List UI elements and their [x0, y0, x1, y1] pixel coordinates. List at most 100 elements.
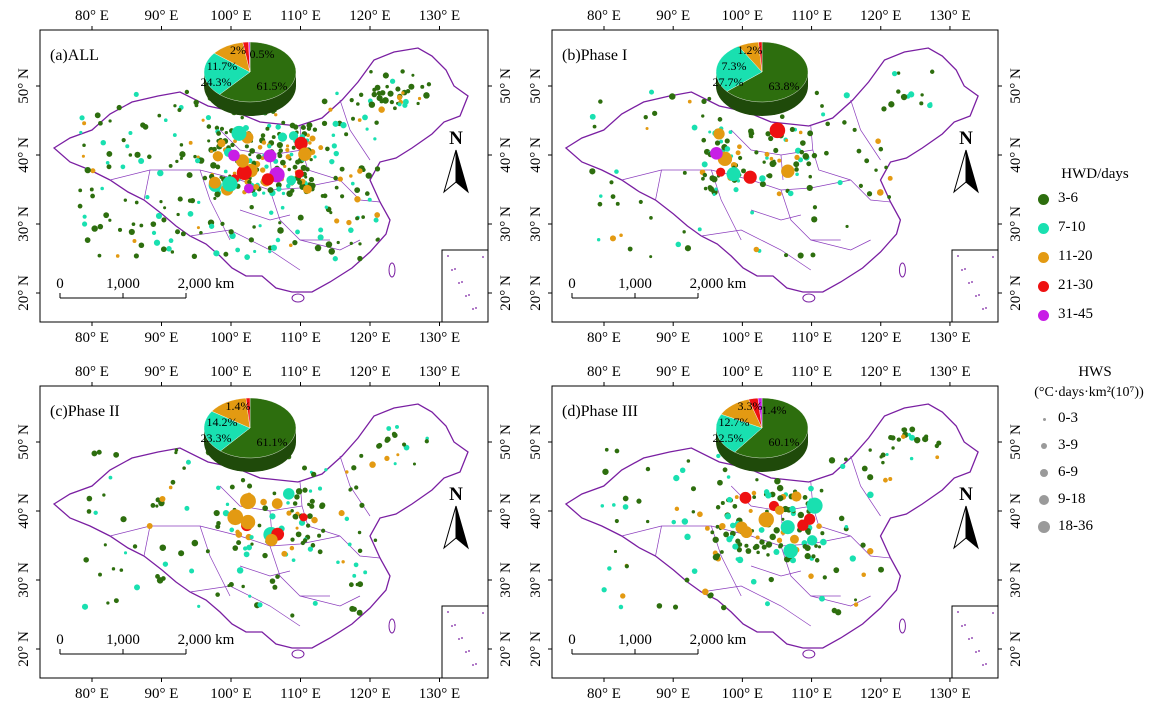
station-dot	[248, 594, 252, 598]
station-dot	[281, 550, 288, 557]
station-dot	[243, 183, 254, 194]
station-dot	[340, 122, 347, 129]
station-dot	[599, 194, 603, 198]
station-dot	[90, 168, 96, 174]
inset-island	[964, 624, 966, 626]
station-dot	[819, 595, 825, 602]
station-dot	[206, 124, 212, 129]
station-dot	[215, 592, 220, 597]
station-dot	[860, 542, 866, 548]
station-dot	[800, 140, 806, 146]
station-dot	[797, 511, 805, 519]
station-dot	[883, 477, 888, 483]
station-dot	[819, 488, 824, 493]
province-boundary	[143, 525, 151, 557]
station-dot	[376, 90, 382, 96]
station-dot	[900, 93, 908, 101]
y-tick-label-left: 20° N	[528, 275, 544, 311]
station-dot	[244, 254, 251, 260]
station-dot	[350, 181, 355, 186]
station-dot	[236, 540, 242, 546]
station-dot	[748, 508, 753, 514]
station-dot	[838, 515, 845, 522]
station-dot	[374, 166, 381, 172]
station-dot	[597, 201, 603, 207]
station-dot	[336, 240, 340, 245]
station-dot	[208, 223, 215, 229]
station-dot	[748, 133, 753, 139]
station-dot	[294, 136, 308, 151]
station-dot	[312, 127, 318, 132]
province-boundary	[199, 169, 231, 241]
inset-island	[465, 651, 467, 653]
station-dot	[159, 544, 167, 551]
province-boundary	[239, 209, 291, 221]
inset-island	[458, 638, 460, 640]
station-dot	[717, 117, 723, 122]
province-boundary	[269, 189, 330, 241]
station-dot	[214, 125, 220, 131]
station-dot	[712, 192, 716, 197]
island-outline	[291, 293, 305, 303]
province-boundary	[750, 565, 801, 577]
station-dot	[215, 164, 221, 170]
station-dot	[765, 131, 771, 137]
y-tick-label-right: 30° N	[498, 562, 514, 598]
station-dot	[227, 584, 231, 588]
station-dot	[305, 523, 311, 528]
north-label: N	[959, 128, 973, 149]
station-dot	[78, 188, 83, 193]
station-dot	[280, 205, 285, 210]
station-dot	[314, 244, 322, 252]
x-tick-label-top: 80° E	[587, 8, 621, 24]
station-dot	[806, 161, 812, 167]
station-dot	[146, 523, 153, 529]
station-dot	[223, 169, 228, 174]
station-dot	[697, 511, 703, 518]
station-dot	[842, 120, 847, 125]
station-dot	[833, 567, 840, 574]
station-dot	[673, 474, 680, 482]
station-dot	[304, 175, 308, 179]
station-dot	[349, 487, 353, 491]
station-dot	[764, 151, 770, 157]
station-dot	[295, 488, 303, 495]
station-dot	[369, 70, 373, 74]
station-dot	[94, 112, 101, 119]
inset-island	[971, 281, 973, 283]
x-tick-label-bottom: 80° E	[587, 330, 621, 346]
station-dot	[820, 538, 827, 546]
station-dot	[708, 130, 712, 134]
y-tick-label-right: 50° N	[1008, 424, 1024, 460]
station-dot	[321, 120, 328, 126]
station-dot	[806, 497, 823, 514]
station-dot	[207, 139, 211, 143]
station-dot	[348, 227, 354, 233]
station-dot	[253, 183, 260, 190]
station-dot	[379, 90, 386, 96]
station-dot	[278, 221, 282, 225]
station-dot	[201, 118, 205, 122]
station-dot	[852, 127, 857, 132]
station-dot	[378, 106, 385, 113]
station-dot	[219, 126, 225, 131]
pie-slice-label: 63.8%	[769, 79, 800, 93]
station-dot	[384, 436, 391, 443]
station-dot	[168, 163, 173, 168]
island-outline	[802, 293, 816, 303]
station-dot	[735, 150, 741, 156]
station-dot	[187, 211, 194, 217]
station-dot	[724, 138, 730, 144]
station-dot	[214, 191, 221, 198]
station-dot	[349, 97, 354, 103]
station-dot	[794, 154, 800, 160]
station-dot	[292, 240, 298, 246]
station-dot	[82, 214, 87, 219]
station-dot	[285, 144, 290, 148]
station-dot	[328, 107, 333, 112]
station-dot	[170, 479, 176, 485]
station-dot	[607, 566, 612, 571]
station-dot	[789, 534, 799, 544]
station-dot	[262, 191, 266, 195]
pie-slice-label: 12.7%	[719, 415, 750, 429]
